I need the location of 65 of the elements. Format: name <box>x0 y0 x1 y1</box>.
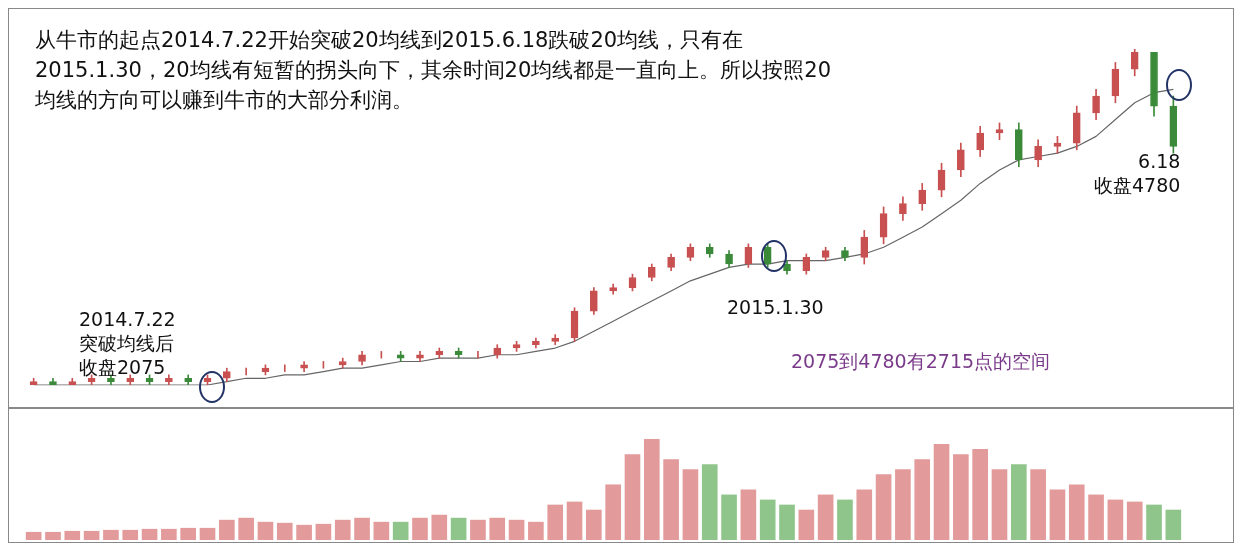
bar <box>470 519 486 540</box>
bar <box>276 522 293 540</box>
annotation: 2075到4780有2715点的空间 <box>791 349 1051 373</box>
bar <box>412 517 428 540</box>
annotation: 6.18 收盘4780 <box>1094 149 1181 197</box>
bar <box>1010 464 1027 540</box>
bar <box>296 524 312 540</box>
bar <box>991 469 1008 540</box>
bar <box>914 459 931 540</box>
bar <box>1068 484 1085 540</box>
bar <box>45 531 61 540</box>
bar <box>953 454 969 540</box>
bar <box>856 489 873 540</box>
bar <box>721 494 737 540</box>
text: 从牛市的起点2014.7.22开始突破20均线到2015.6.18跌破20均线，只有在2015.1.30，20均线有短暂的拐头向下，其余时间20均线都是一直向上。所以按照20均线的方向可以赚到牛市的大部分利润。 <box>35 27 833 114</box>
bar <box>701 464 718 540</box>
bar <box>875 474 892 540</box>
bar <box>392 521 409 540</box>
bar <box>779 504 795 540</box>
bar <box>1165 509 1182 540</box>
bar <box>528 521 544 540</box>
bar <box>199 527 216 540</box>
bar <box>25 531 42 540</box>
bar <box>643 439 660 540</box>
bar <box>508 519 525 540</box>
bar <box>933 444 950 540</box>
bar <box>759 499 776 540</box>
bar <box>161 528 177 540</box>
bar <box>1146 504 1162 540</box>
bar <box>1107 499 1124 540</box>
bar <box>238 517 254 540</box>
bar <box>450 517 467 540</box>
bar <box>837 499 853 540</box>
bar <box>334 519 351 540</box>
bar <box>682 469 699 540</box>
annotation: 2014.7.22 突破均线后收盘2075 <box>79 307 177 379</box>
bar <box>373 521 390 540</box>
bar <box>64 530 81 540</box>
bar <box>122 529 139 540</box>
bar <box>547 504 564 540</box>
bar <box>817 494 834 540</box>
bar <box>624 454 641 540</box>
bar <box>315 523 332 540</box>
bar <box>1030 469 1046 540</box>
bar <box>431 514 448 540</box>
bar <box>1049 489 1066 540</box>
bar <box>83 530 100 540</box>
bar <box>141 528 158 540</box>
bar <box>798 509 815 540</box>
bar <box>740 489 757 540</box>
bar <box>354 517 370 540</box>
bar <box>180 527 197 540</box>
bar <box>586 509 602 540</box>
bar <box>605 484 621 540</box>
bar <box>1126 501 1143 540</box>
bar <box>972 449 988 540</box>
bar <box>663 459 679 540</box>
bar <box>489 517 506 540</box>
bar <box>566 501 583 540</box>
bar <box>103 529 119 540</box>
annotation: 2015.1.30 <box>727 295 824 319</box>
bar <box>257 521 274 540</box>
bar <box>1088 494 1104 540</box>
bar <box>895 469 911 540</box>
bar <box>219 519 235 540</box>
